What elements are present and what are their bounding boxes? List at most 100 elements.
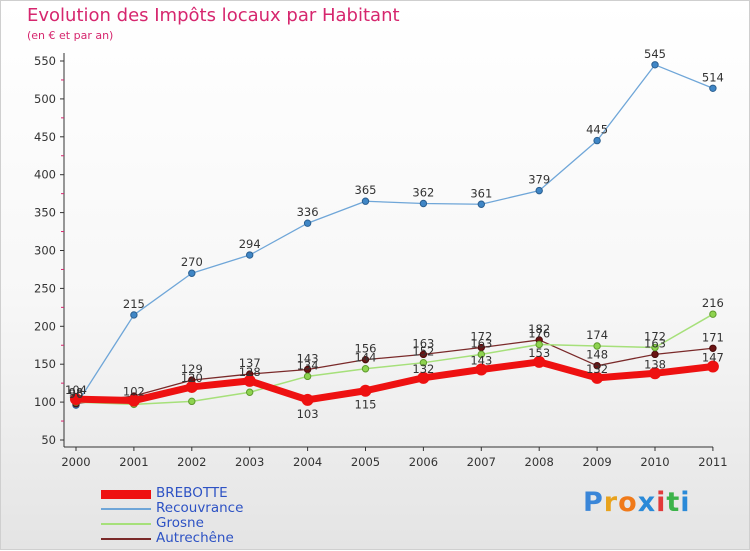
data-label-autrechene-2004: 143 <box>297 352 319 366</box>
data-point-recouvrance-2005 <box>361 197 370 205</box>
data-label-recouvrance-2001: 215 <box>123 297 145 311</box>
data-label-autrechene-2009: 148 <box>586 348 608 362</box>
data-point-brebotte-2007 <box>475 363 488 376</box>
legend-item-grosne[interactable]: Grosne <box>101 515 301 531</box>
x-tick-label-2005: 2005 <box>351 455 380 469</box>
legend-item-recouvrance[interactable]: Recouvrance <box>101 500 301 516</box>
data-point-brebotte-2000 <box>70 393 82 406</box>
data-label-brebotte-2011: 147 <box>702 350 724 364</box>
data-label-brebotte-2009: 132 <box>586 362 608 376</box>
data-point-autrechene-2005 <box>361 355 370 364</box>
data-point-recouvrance-2009 <box>593 136 601 145</box>
data-point-brebotte-2006 <box>417 371 430 384</box>
data-point-grosne-2003 <box>246 388 254 396</box>
data-point-grosne-2010 <box>651 343 659 352</box>
data-point-grosne-2008 <box>535 340 543 349</box>
data-label-recouvrance-2010: 545 <box>644 47 666 61</box>
x-tick-label-2009: 2009 <box>582 455 611 469</box>
data-point-recouvrance-2004 <box>303 219 312 227</box>
data-point-brebotte-2010 <box>649 367 661 380</box>
legend-label-brebotte: BREBOTTE <box>156 485 228 501</box>
data-label-recouvrance-2002: 270 <box>181 255 203 269</box>
data-point-brebotte-2002 <box>185 380 198 393</box>
data-label-grosne-2006: 152 <box>412 345 434 359</box>
data-label-grosne-2008: 176 <box>528 326 550 340</box>
data-point-brebotte-2004 <box>301 393 314 406</box>
data-label-recouvrance-2000: 96 <box>69 387 84 401</box>
y-tick-label-450: 450 <box>34 130 56 144</box>
data-point-recouvrance-2006 <box>419 199 428 208</box>
data-label-autrechene-2006: 163 <box>412 336 434 350</box>
data-label-grosne-2004: 134 <box>297 358 319 372</box>
y-tick-label-300: 300 <box>34 244 56 258</box>
data-point-brebotte-2011 <box>706 360 719 373</box>
data-point-autrechene-2011 <box>709 344 717 352</box>
data-point-brebotte-2009 <box>591 371 604 384</box>
logo-letter-3: x <box>637 487 657 518</box>
y-tick-label-100: 100 <box>34 395 56 409</box>
y-tick-label-400: 400 <box>34 168 56 182</box>
legend-swatch-autrechene <box>101 538 151 540</box>
data-point-brebotte-2001 <box>127 394 140 407</box>
x-tick-label-2007: 2007 <box>467 455 496 469</box>
data-point-recouvrance-2001 <box>130 311 138 319</box>
data-label-autrechene-2010: 163 <box>644 336 666 350</box>
data-label-grosne-2005: 144 <box>355 351 377 365</box>
y-tick-label-150: 150 <box>34 357 56 371</box>
data-point-recouvrance-2011 <box>709 84 717 92</box>
data-label-brebotte-2003: 128 <box>239 365 261 379</box>
data-label-brebotte-2007: 143 <box>470 354 492 368</box>
data-label-autrechene-2003: 137 <box>239 356 261 370</box>
data-label-recouvrance-2011: 514 <box>702 70 724 84</box>
data-label-brebotte-2001: 102 <box>123 385 145 399</box>
data-label-brebotte-2002: 120 <box>181 371 203 385</box>
data-label-brebotte-2006: 132 <box>412 362 434 376</box>
x-tick-label-2000: 2000 <box>61 455 90 469</box>
chart-title: Evolution des Impôts locaux par Habitant <box>27 5 400 26</box>
proxiti-logo[interactable]: Proxiti <box>583 487 691 518</box>
data-label-recouvrance-2003: 294 <box>239 237 261 251</box>
legend-swatch-recouvrance <box>101 508 151 510</box>
chart-subtitle: (en € et par an) <box>27 29 114 42</box>
x-tick-label-2010: 2010 <box>640 455 669 469</box>
data-point-recouvrance-2010 <box>651 61 659 69</box>
data-point-grosne-2007 <box>477 350 485 359</box>
y-tick-label-50: 50 <box>41 433 56 447</box>
data-point-recouvrance-2008 <box>535 186 543 195</box>
data-point-brebotte-2003 <box>243 374 256 387</box>
data-label-autrechene-2007: 172 <box>470 330 492 344</box>
data-label-grosne-2007: 163 <box>470 336 492 350</box>
legend-item-brebotte[interactable]: BREBOTTE <box>101 485 301 501</box>
data-point-grosne-2004 <box>303 372 312 381</box>
data-point-recouvrance-2007 <box>477 200 485 208</box>
data-point-recouvrance-2002 <box>188 269 196 277</box>
chart-legend: BREBOTTE Recouvrance Grosne Autrechêne <box>101 485 301 546</box>
data-label-autrechene-2011: 171 <box>702 330 724 344</box>
series-line-recouvrance <box>75 64 714 406</box>
series-line-grosne <box>75 313 714 406</box>
y-tick-label-550: 550 <box>34 54 56 68</box>
data-point-autrechene-2006 <box>419 350 428 359</box>
series-line-brebotte <box>72 358 717 405</box>
data-label-autrechene-2000: 98 <box>69 386 84 400</box>
legend-item-autrechene[interactable]: Autrechêne <box>101 530 301 546</box>
series-line-autrechene <box>75 339 714 405</box>
logo-letter-0: P <box>583 487 604 518</box>
data-point-grosne-2011 <box>709 310 717 318</box>
logo-letter-1: r <box>603 487 619 518</box>
data-point-brebotte-2005 <box>359 384 372 397</box>
data-label-brebotte-2008: 153 <box>528 346 550 360</box>
legend-swatch-grosne <box>101 523 151 525</box>
data-label-recouvrance-2008: 379 <box>528 173 550 187</box>
legend-label-autrechene: Autrechêne <box>156 530 234 546</box>
data-label-brebotte-2010: 138 <box>644 357 666 371</box>
data-point-grosne-2006 <box>419 358 428 367</box>
x-tick-label-2006: 2006 <box>409 455 438 469</box>
data-point-grosne-2009 <box>593 342 601 350</box>
data-label-autrechene-2002: 129 <box>181 362 203 376</box>
data-label-grosne-2009: 174 <box>586 328 608 342</box>
x-tick-label-2001: 2001 <box>119 455 148 469</box>
data-label-recouvrance-2009: 445 <box>586 123 608 137</box>
y-tick-label-200: 200 <box>34 319 56 333</box>
